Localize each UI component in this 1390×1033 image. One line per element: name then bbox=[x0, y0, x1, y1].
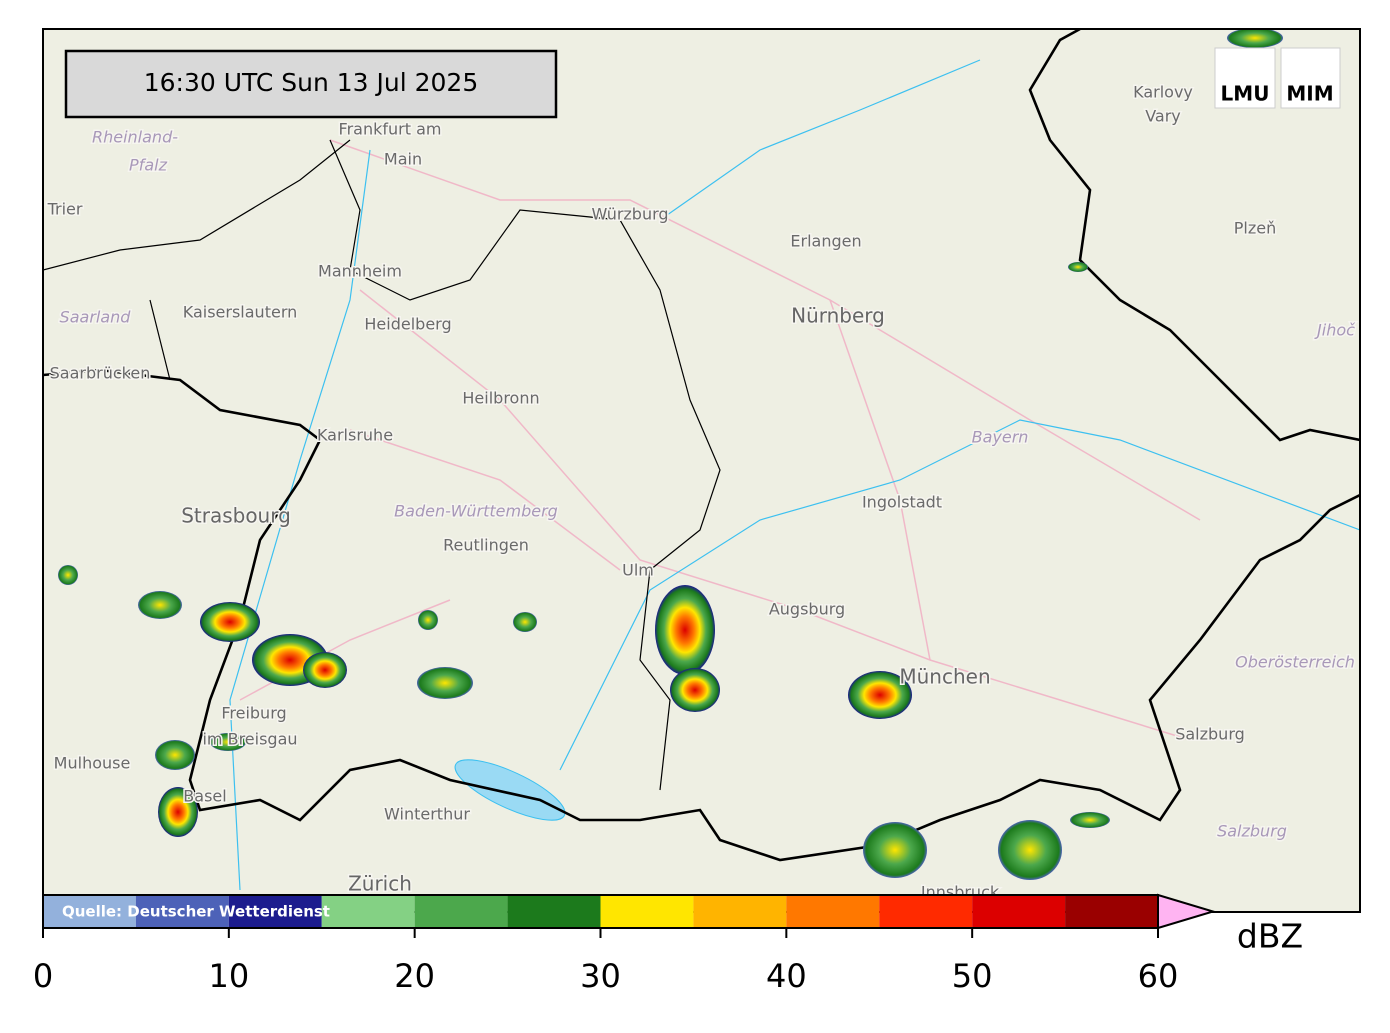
colorbar-label: dBZ bbox=[1237, 917, 1303, 956]
colorbar-segment bbox=[43, 895, 136, 928]
place-label: Augsburg bbox=[769, 600, 845, 619]
place-label: Trier bbox=[47, 200, 83, 219]
logo: MIM bbox=[1286, 82, 1333, 106]
place-label: München bbox=[899, 665, 990, 689]
place-label: Mannheim bbox=[318, 262, 402, 281]
colorbar-tick-label: 10 bbox=[208, 957, 249, 995]
place-label: Salzburg bbox=[1217, 822, 1287, 841]
place-label: Saarland bbox=[60, 308, 132, 327]
colorbar-segment bbox=[600, 895, 694, 928]
place-label: Freiburg bbox=[221, 704, 286, 723]
colorbar-tick-label: 30 bbox=[580, 957, 621, 995]
place-label: Jihoč bbox=[1314, 321, 1356, 340]
place-label: Rheinland- bbox=[92, 128, 178, 147]
colorbar-tick-label: 50 bbox=[952, 957, 993, 995]
logo-box bbox=[1214, 47, 1276, 109]
place-label: Oberösterreich bbox=[1235, 653, 1355, 672]
place-label: Frankfurt am bbox=[339, 120, 442, 139]
colorbar-segment bbox=[321, 895, 415, 928]
colorbar-tick-label: 20 bbox=[394, 957, 435, 995]
place-label: Pfalz bbox=[129, 156, 168, 175]
place-label: Karlovy bbox=[1133, 83, 1193, 102]
place-label: Baden-Württemberg bbox=[394, 502, 558, 521]
colorbar-segment bbox=[1065, 895, 1158, 928]
colorbar-segment bbox=[879, 895, 973, 928]
colorbar-segment bbox=[507, 895, 601, 928]
place-label: Kaiserslautern bbox=[183, 303, 298, 322]
map: Frankfurt am Main Rheinland- Pfalz Trier Würz… bbox=[43, 29, 1360, 912]
colorbar-tick-label: 60 bbox=[1138, 957, 1179, 995]
place-label: Bayern bbox=[972, 428, 1029, 447]
radar-echoes bbox=[58, 29, 1283, 880]
place-label: im Breisgau bbox=[202, 730, 297, 749]
colorbar-segment bbox=[135, 895, 229, 928]
map-background bbox=[43, 29, 1360, 912]
place-label: Ulm bbox=[622, 561, 654, 580]
place-label: Basel bbox=[183, 787, 226, 806]
place-labels: Frankfurt am Main Rheinland- Pfalz Trier Würz… bbox=[45, 81, 1358, 903]
colorbar-tick-label: 40 bbox=[766, 957, 807, 995]
place-label: Main bbox=[384, 150, 422, 169]
terrain bbox=[43, 29, 1360, 912]
place-label: Würzburg bbox=[591, 205, 668, 224]
colorbar-segment bbox=[972, 895, 1066, 928]
timestamp: 16:30 UTC Sun 13 Jul 2025 bbox=[144, 68, 479, 97]
source-label: Quelle: Deutscher Wetterdienst bbox=[62, 903, 330, 921]
place-label: Plzeň bbox=[1234, 219, 1276, 238]
place-label: Mulhouse bbox=[54, 754, 131, 773]
place-label: Erlangen bbox=[790, 232, 861, 251]
place-label: Strasbourg bbox=[181, 504, 291, 528]
place-label: Ingolstadt bbox=[862, 493, 942, 512]
place-label: Salzburg bbox=[1175, 725, 1245, 744]
place-label: Vary bbox=[1145, 107, 1181, 126]
place-label: Heilbronn bbox=[462, 389, 539, 408]
place-label: Winterthur bbox=[384, 805, 470, 824]
place-label: Nürnberg bbox=[791, 304, 885, 328]
place-label: Heidelberg bbox=[364, 315, 451, 334]
roads bbox=[239, 139, 1201, 741]
rivers bbox=[229, 59, 1360, 891]
logo-box bbox=[1280, 47, 1341, 109]
colorbar-segment bbox=[786, 895, 880, 928]
logo: LMU bbox=[1221, 82, 1270, 106]
borders bbox=[43, 29, 1360, 862]
colorbar-segment bbox=[693, 895, 787, 928]
colorbar-tick-label: 0 bbox=[33, 957, 53, 995]
timestamp-box bbox=[64, 49, 558, 119]
place-label: Reutlingen bbox=[443, 536, 529, 555]
colorbar-segment bbox=[414, 895, 508, 928]
place-label: Zürich bbox=[348, 872, 412, 896]
place-label: Karlsruhe bbox=[317, 426, 393, 445]
place-label: Saarbrücken bbox=[50, 364, 151, 383]
colorbar: 0 10 20 30 40 50 60 bbox=[33, 893, 1217, 995]
colorbar-segment bbox=[228, 895, 322, 928]
